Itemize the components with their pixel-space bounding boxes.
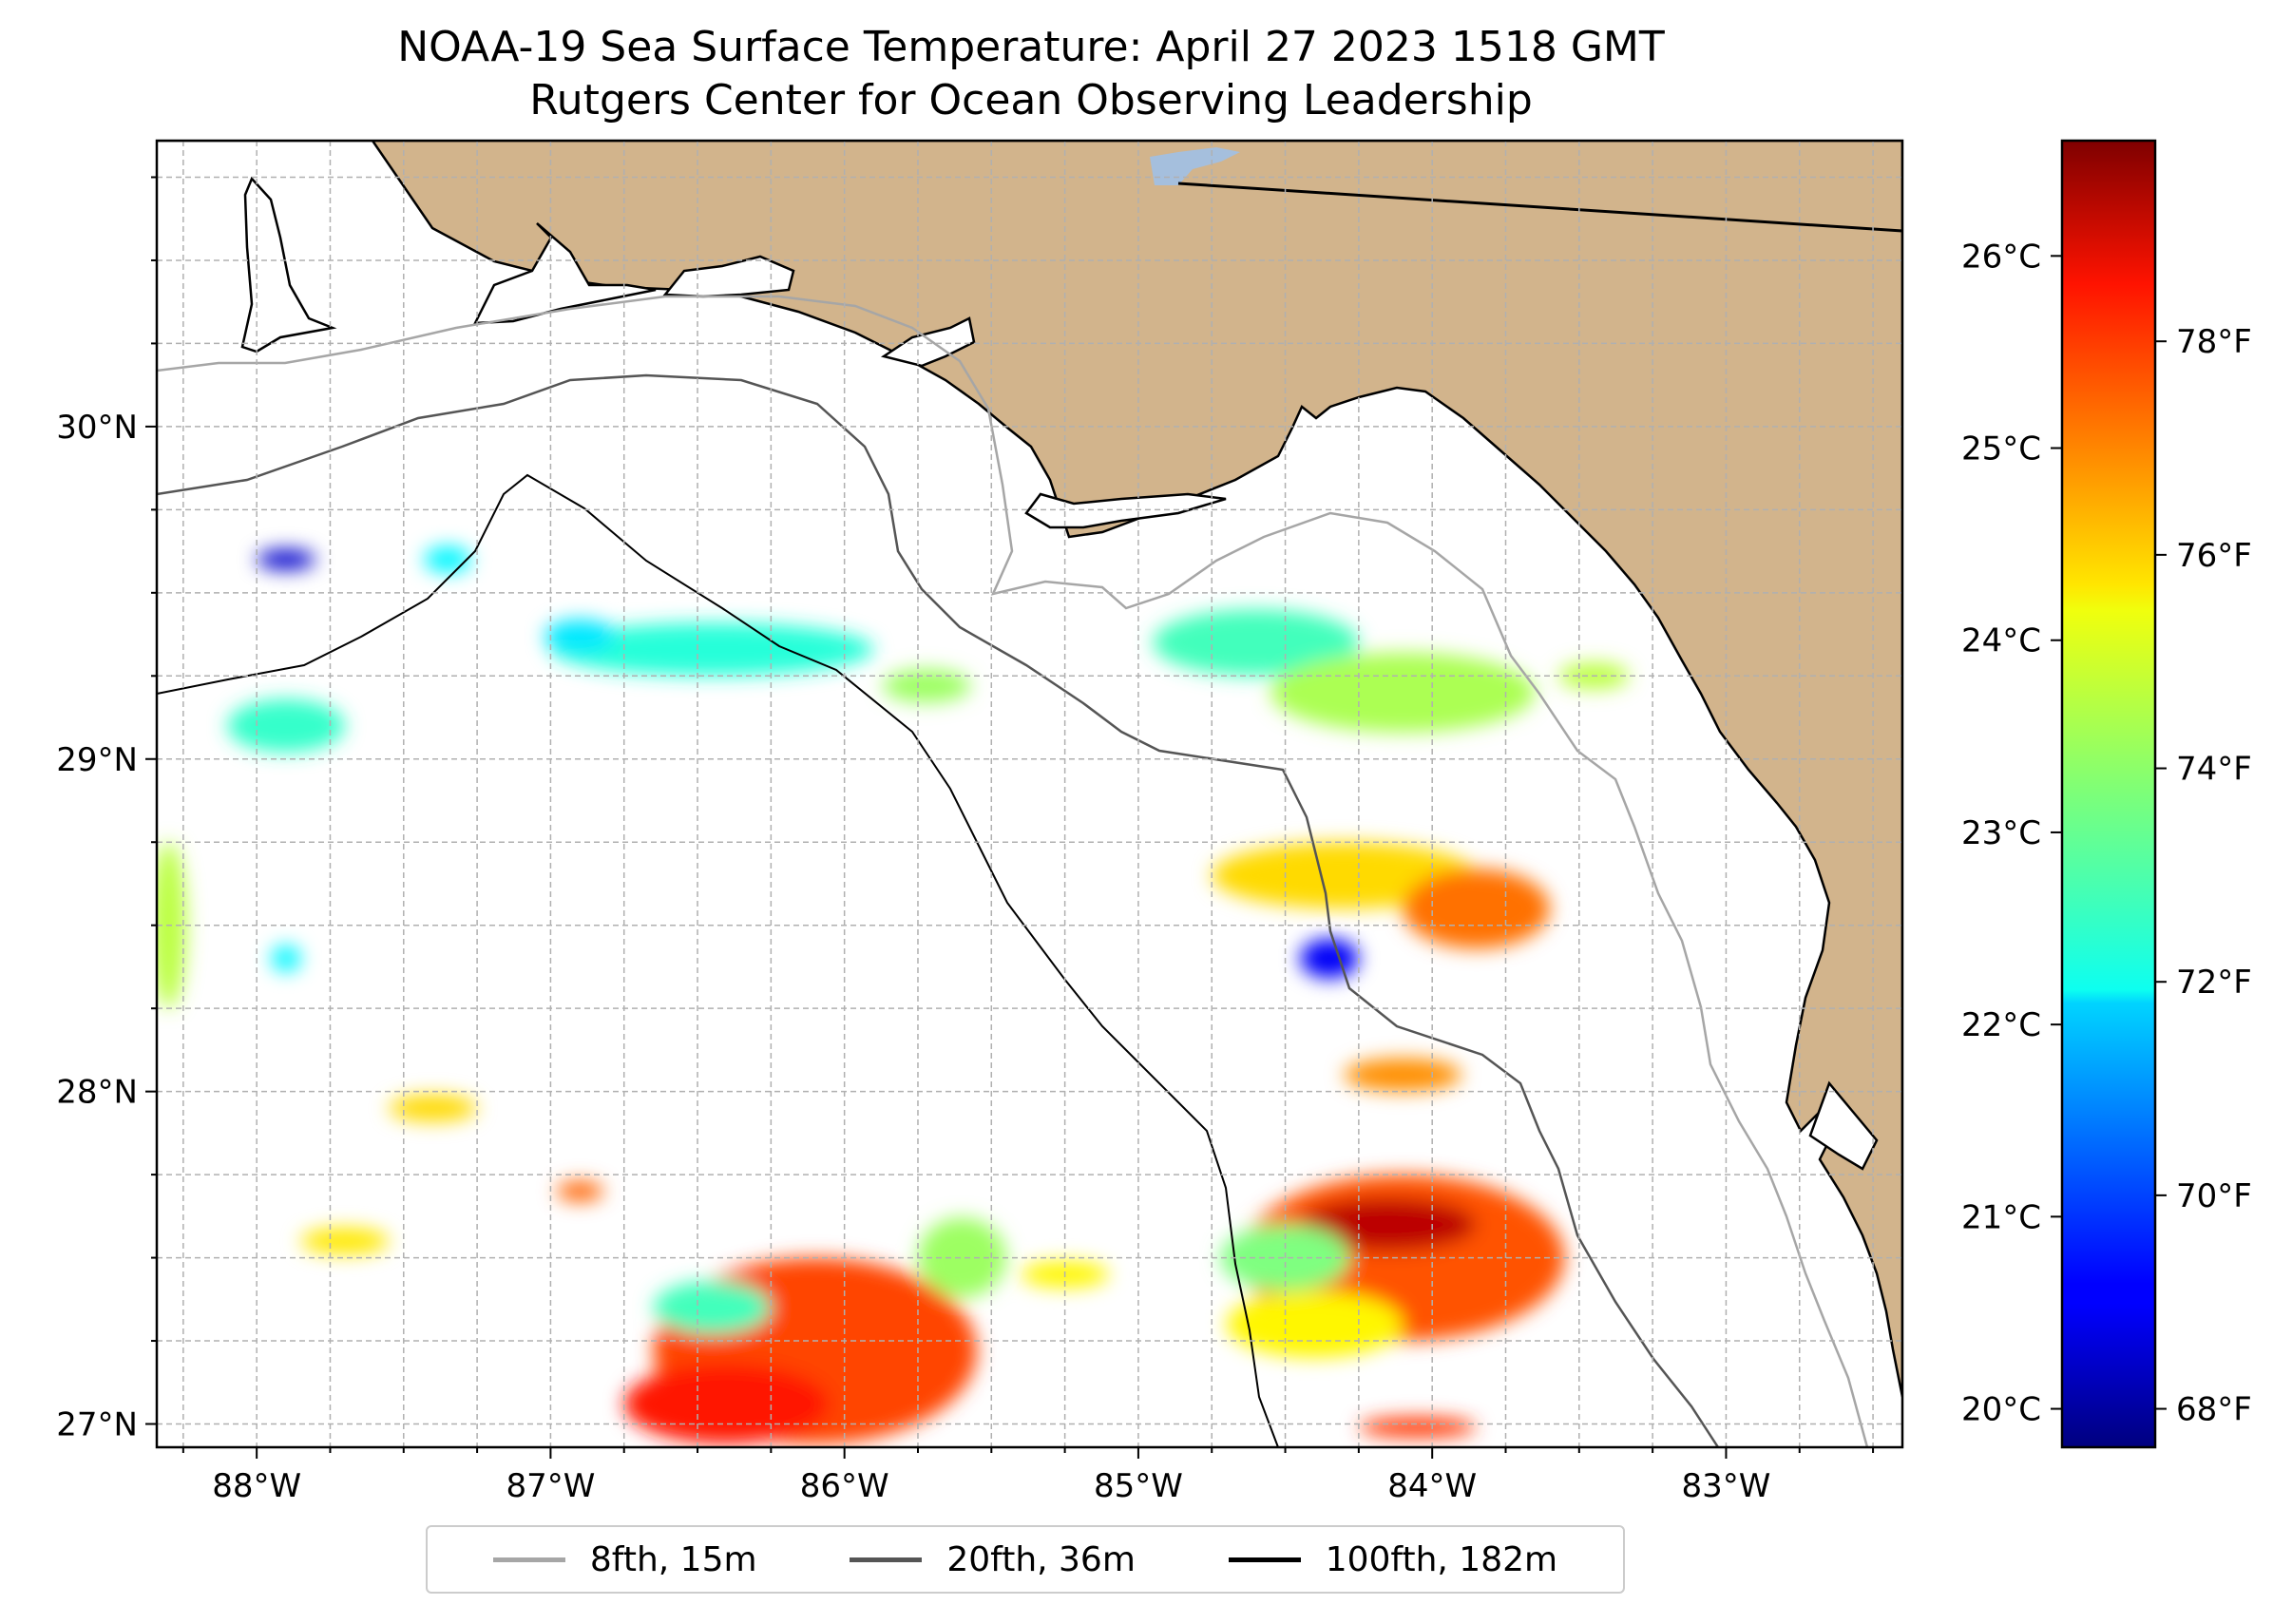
bay-tampa <box>1808 1080 1879 1171</box>
state-border <box>1177 182 1902 233</box>
legend-item: 100fth, 182m <box>1228 1539 1558 1579</box>
y-tick-label: 29°N <box>56 741 138 779</box>
title-line-1: NOAA-19 Sea Surface Temperature: April 2… <box>397 23 1665 71</box>
x-tick-label: 88°W <box>212 1467 301 1505</box>
sst-patch <box>389 1095 478 1122</box>
x-tick-label: 83°W <box>1681 1467 1770 1505</box>
sst-patch <box>653 1281 772 1335</box>
isobath-legend: 8fth, 15m 20fth, 36m 100fth, 182m <box>426 1525 1625 1594</box>
sst-patch <box>1270 652 1536 733</box>
sst-layer <box>157 545 1630 1444</box>
bay-mobile <box>240 176 337 353</box>
x-tick-label: 84°W <box>1387 1467 1477 1505</box>
sst-patch <box>917 1217 1006 1298</box>
legend-line-swatch <box>850 1557 923 1562</box>
legend-line-swatch <box>1228 1557 1301 1562</box>
bay-pensacola <box>472 222 657 325</box>
isobath-20fth <box>157 373 1720 1447</box>
x-tick-label: 87°W <box>506 1467 595 1505</box>
title-line-2: Rutgers Center for Ocean Observing Leade… <box>529 76 1533 124</box>
bay-apalachicola <box>1024 492 1227 529</box>
sst-patch <box>882 669 971 703</box>
y-tick-label: 30°N <box>56 409 138 447</box>
sst-patch <box>556 1181 604 1202</box>
isobaths <box>157 295 1869 1447</box>
axis-ticks: 88°W 87°W 86°W 85°W 84°W 83°W 30°N 29°N 28°N 27°N <box>56 176 1875 1505</box>
legend-label: 100fth, 182m <box>1325 1539 1558 1579</box>
x-tick-label: 86°W <box>800 1467 889 1505</box>
sst-patch <box>271 945 301 972</box>
y-tick-label: 28°N <box>56 1074 138 1112</box>
land-layer <box>157 141 1902 1398</box>
sst-patch <box>544 619 616 653</box>
legend-item: 20fth, 36m <box>850 1540 1136 1579</box>
isobath-100fth <box>157 473 1279 1447</box>
chart-title: NOAA-19 Sea Surface Temperature: April 2… <box>0 21 2062 127</box>
sst-patch <box>1358 1417 1477 1438</box>
sst-patch <box>300 1228 390 1255</box>
legend-item: 8fth, 15m <box>492 1539 757 1579</box>
gridlines <box>157 141 1902 1447</box>
legend-label: 20fth, 36m <box>946 1539 1136 1579</box>
isobath-8fth <box>157 295 1869 1447</box>
sst-patch <box>1153 609 1359 677</box>
sst-patch <box>1300 938 1359 979</box>
sst-patch <box>623 1364 831 1444</box>
sst-patch <box>227 698 345 753</box>
sst-patch <box>550 622 874 677</box>
lake <box>1150 147 1240 185</box>
legend-label: 8fth, 15m <box>589 1539 757 1579</box>
sst-patch <box>424 545 471 573</box>
sst-patch <box>1344 1058 1462 1092</box>
sst-patch <box>1403 869 1550 949</box>
legend-line-swatch <box>492 1557 565 1562</box>
x-tick-label: 85°W <box>1094 1467 1183 1505</box>
sst-patch <box>257 549 315 570</box>
map-frame <box>155 139 1904 1449</box>
y-tick-label: 27°N <box>56 1406 138 1444</box>
